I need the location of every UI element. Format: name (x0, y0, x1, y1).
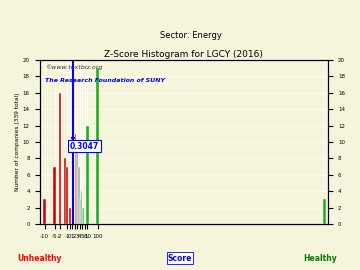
Bar (66, 167, 68, 224)
Text: Sector: Energy: Sector: Energy (160, 31, 222, 40)
Text: ©www.textbiz.org: ©www.textbiz.org (45, 65, 103, 70)
Text: Score: Score (168, 254, 192, 262)
Bar (77, 150, 78, 224)
Bar (44, 200, 46, 224)
Bar (80, 200, 81, 224)
Title: Z-Score Histogram for LGCY (2016): Z-Score Histogram for LGCY (2016) (104, 50, 263, 59)
Bar (323, 200, 326, 224)
Bar (69, 208, 71, 224)
Bar (76, 150, 77, 224)
Bar (72, 216, 73, 224)
Text: Unhealthy: Unhealthy (17, 254, 62, 262)
Text: The Research Foundation of SUNY: The Research Foundation of SUNY (45, 78, 165, 83)
Bar (79, 167, 80, 224)
Bar (74, 85, 75, 224)
Bar (81, 191, 82, 224)
Y-axis label: Number of companies (339 total): Number of companies (339 total) (15, 93, 20, 191)
Text: 0.3047: 0.3047 (70, 141, 99, 151)
Bar (73, 117, 74, 224)
Bar (75, 134, 76, 224)
Bar (54, 167, 56, 224)
Bar (96, 68, 99, 224)
Bar (82, 208, 83, 224)
Bar (59, 93, 61, 224)
Bar (78, 167, 79, 224)
Bar (64, 158, 66, 224)
Bar (86, 126, 89, 224)
Text: Healthy: Healthy (303, 254, 337, 262)
